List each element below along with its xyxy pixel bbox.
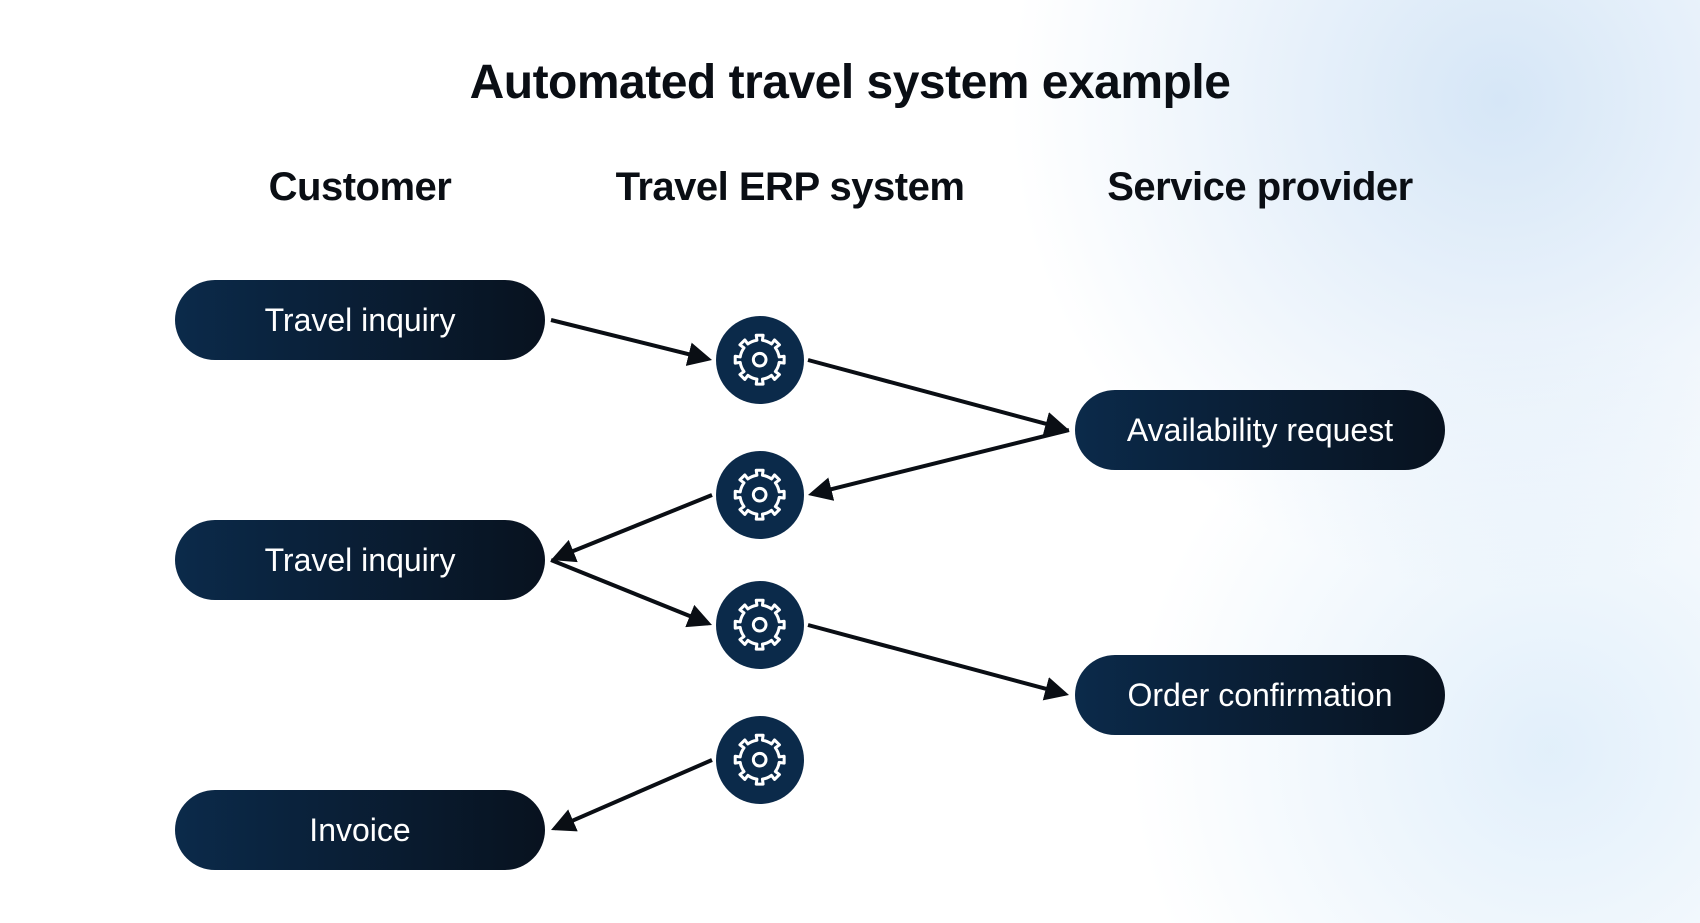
- pill-n2: Availability request: [1075, 390, 1445, 470]
- column-header-erp: Travel ERP system: [616, 165, 965, 210]
- column-header-provider: Service provider: [1107, 165, 1413, 210]
- pill-n3: Travel inquiry: [175, 520, 545, 600]
- pill-n4: Order confirmation: [1075, 655, 1445, 735]
- column-header-customer: Customer: [269, 165, 452, 210]
- pill-n5: Invoice: [175, 790, 545, 870]
- diagram-canvas: Automated travel system example Travel i…: [0, 0, 1700, 923]
- background-gradient: [0, 0, 1700, 923]
- pill-n1: Travel inquiry: [175, 280, 545, 360]
- gear-icon: [716, 716, 804, 804]
- gear-icon: [716, 581, 804, 669]
- gear-icon: [716, 451, 804, 539]
- diagram-title: Automated travel system example: [0, 55, 1700, 110]
- gear-icon: [716, 316, 804, 404]
